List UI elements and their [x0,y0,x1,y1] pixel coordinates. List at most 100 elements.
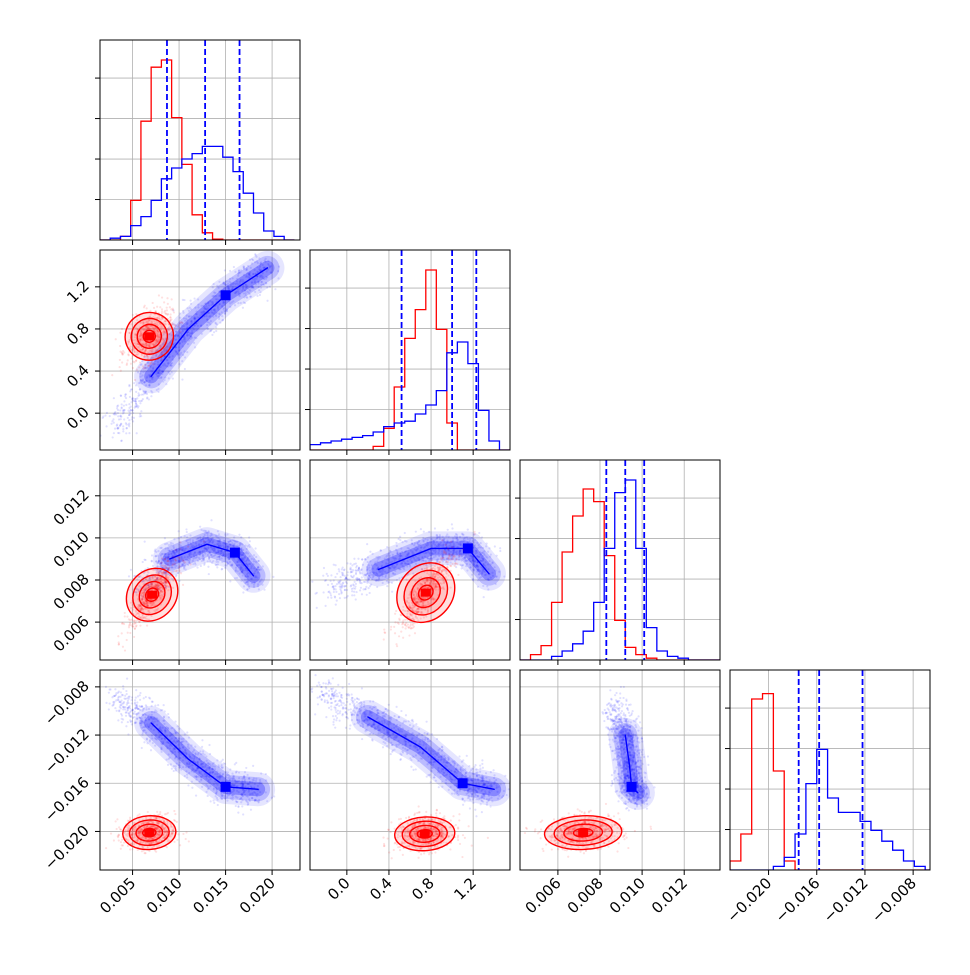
y-tick-label: 1.2 [63,277,93,307]
sample-point-blue [330,580,332,582]
sample-point-blue [127,733,129,735]
sample-point-red [383,628,385,630]
sample-point-red [121,328,123,330]
histogram-step-blue [100,146,294,240]
sample-point-red [130,363,132,365]
sample-point-red [445,544,447,546]
sample-point-red [414,632,416,634]
sample-point-blue [136,701,138,703]
sample-point-blue [211,334,213,336]
density-peak-blue [230,548,240,558]
sample-point-red [430,559,432,561]
sample-point-blue [335,588,337,590]
sample-point-red [161,557,163,559]
sample-point-red [169,316,171,318]
sample-point-blue [116,405,118,407]
sample-point-red [161,359,163,361]
sample-point-blue [353,591,355,593]
sample-point-blue [338,568,340,570]
sample-point-blue [434,527,436,529]
sample-point-blue [349,563,351,565]
density-peak-red [421,589,431,597]
sample-point-blue [210,519,212,521]
sample-point-blue [133,417,135,419]
sample-point-blue [233,266,235,268]
sample-point-blue [356,577,358,579]
sample-point-blue [328,590,330,592]
sample-point-blue [113,432,115,434]
sample-point-blue [342,566,344,568]
sample-point-red [127,359,129,361]
sample-point-red [170,571,172,573]
sample-point-blue [144,559,146,561]
sample-point-blue [117,432,119,434]
sample-point-red [128,624,130,626]
sample-point-red [142,367,144,369]
sample-point-red [174,563,176,565]
sample-point-red [450,558,452,560]
sample-point-red [445,551,447,553]
sample-point-blue [238,534,240,536]
sample-point-blue [325,605,327,607]
panel-p2-hist [305,250,510,455]
sample-point-blue [134,405,136,407]
sample-point-blue [181,378,183,380]
sample-point-blue [128,403,130,405]
sample-point-red [451,554,453,556]
sample-point-blue [451,527,453,529]
sample-point-red [395,643,397,645]
sample-point-blue [322,575,324,577]
sample-point-blue [483,596,485,598]
sample-point-blue [245,767,247,769]
sample-point-blue [186,531,188,533]
sample-point-red [138,621,140,623]
sample-point-blue [341,587,343,589]
sample-point-blue [254,253,256,255]
sample-point-blue [120,423,122,425]
sample-point-blue [355,583,357,585]
sample-point-red [390,626,392,628]
sample-point-blue [121,403,123,405]
sample-point-red [449,555,451,557]
y-tick-label: 0.006 [50,612,93,655]
sample-point-blue [137,395,139,397]
sample-point-blue [316,607,318,609]
sample-point-blue [467,528,469,530]
sample-point-blue [131,723,133,725]
sample-point-red [138,366,140,368]
panel-content [100,40,300,240]
sample-point-blue [185,528,187,530]
sample-point-blue [143,741,145,743]
sample-point-blue [339,597,341,599]
sample-point-red [462,548,464,550]
sample-point-blue [125,432,127,434]
sample-point-red [121,632,123,634]
sample-point-red [457,574,459,576]
y-tick-label: 0.012 [50,486,93,529]
sample-point-blue [355,566,357,568]
sample-point-blue [140,410,142,412]
sample-point-red [139,361,141,363]
y-tick-label: 0.0 [63,403,93,433]
sample-point-red [132,623,134,625]
sample-point-blue [133,400,135,402]
sample-point-blue [102,417,104,419]
sample-point-red [410,627,412,629]
sample-point-red [111,374,113,376]
y-tick-label: 0.010 [50,528,93,571]
sample-point-blue [311,581,313,583]
panel-p1-vs-p2: 0.00.40.81.2 [63,250,300,461]
sample-point-red [405,622,407,624]
sample-point-blue [140,415,142,417]
panel-p1-hist [95,40,300,245]
sample-point-blue [125,404,127,406]
sample-point-blue [129,409,131,411]
sample-point-blue [368,587,370,589]
histogram-step-red [100,60,294,240]
sample-point-red [404,619,406,621]
sample-point-red [164,558,166,560]
sample-point-blue [327,584,329,586]
sample-point-red [442,557,444,559]
sample-point-red [179,548,181,550]
sample-point-blue [122,428,124,430]
